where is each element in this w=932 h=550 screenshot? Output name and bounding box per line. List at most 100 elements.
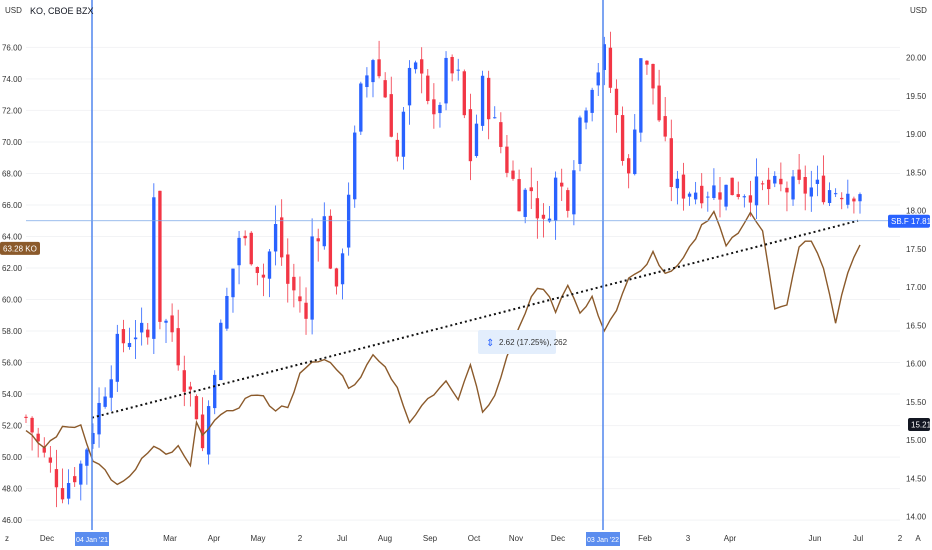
candle-body bbox=[578, 117, 582, 164]
candle-body bbox=[158, 190, 162, 322]
candle-body bbox=[590, 89, 594, 113]
spread-badge-bg bbox=[908, 418, 930, 431]
candle-body bbox=[785, 187, 789, 193]
measure-label[interactable]: ⇕ 2.62 (17.25%), 262 bbox=[478, 330, 568, 354]
candle-body bbox=[280, 217, 284, 258]
candle-body bbox=[365, 75, 369, 88]
spread-line bbox=[25, 209, 861, 486]
right-tick-label: 14.50 bbox=[906, 474, 927, 483]
x-tick-label: 2 bbox=[898, 534, 903, 543]
candle-body bbox=[840, 197, 844, 200]
right-tick-label: 18.50 bbox=[906, 168, 927, 177]
candle-body bbox=[718, 192, 722, 200]
candle-body bbox=[833, 193, 838, 195]
candle-body bbox=[724, 184, 728, 207]
x-tick-label: Sep bbox=[423, 534, 438, 543]
vertical-marker-tag bbox=[586, 532, 620, 546]
right-tick-label: 16.00 bbox=[906, 360, 927, 369]
candle-body bbox=[426, 75, 430, 102]
candle-body bbox=[444, 57, 448, 104]
left-tick-label: 52.00 bbox=[2, 422, 23, 431]
candle-body bbox=[736, 194, 740, 197]
left-tick-label: 60.00 bbox=[2, 296, 23, 305]
candle-body bbox=[115, 333, 119, 382]
candle-body bbox=[584, 110, 588, 123]
candle-body bbox=[608, 47, 613, 88]
candle-body bbox=[73, 476, 77, 483]
candle-body bbox=[316, 238, 320, 242]
candle-body bbox=[645, 60, 649, 65]
candle-body bbox=[164, 320, 168, 323]
candle-body bbox=[486, 77, 491, 120]
candle-body bbox=[639, 58, 643, 133]
candle-body bbox=[754, 176, 759, 206]
left-tick-label: 74.00 bbox=[2, 75, 23, 84]
candle-body bbox=[377, 59, 381, 77]
candle-body bbox=[237, 237, 241, 266]
left-tick-label: 58.00 bbox=[2, 327, 23, 336]
x-axis: Dec Mar Apr May 2 Jul Aug Sep Oct Nov Dec Feb 3 Apr Ju… bbox=[40, 534, 921, 543]
candle-body bbox=[791, 176, 795, 200]
candle-body bbox=[602, 44, 606, 70]
candle-body bbox=[675, 178, 680, 189]
candle-body bbox=[66, 483, 71, 499]
x-tick-label: Dec bbox=[40, 534, 54, 543]
x-tick-label: A bbox=[915, 534, 921, 543]
candle-body bbox=[139, 322, 144, 333]
settings-icon[interactable]: z bbox=[5, 534, 9, 543]
candle-body bbox=[566, 190, 570, 211]
candle-body bbox=[572, 170, 576, 215]
candle-body bbox=[206, 406, 211, 455]
x-tick-label: Jul bbox=[853, 534, 863, 543]
candle-body bbox=[462, 71, 466, 116]
left-tick-label: 76.00 bbox=[2, 43, 23, 52]
x-tick-label: 2 bbox=[298, 534, 303, 543]
candle-body bbox=[693, 192, 698, 200]
x-tick-label: Apr bbox=[208, 534, 221, 543]
vertical-markers[interactable]: 04 Jan '21 03 Jan '22 bbox=[75, 0, 620, 546]
left-tick-label: 46.00 bbox=[2, 516, 23, 525]
x-tick-label: Jul bbox=[337, 534, 347, 543]
candle-body bbox=[663, 116, 667, 137]
candle-body bbox=[340, 253, 345, 285]
candle-body bbox=[103, 396, 107, 407]
candle-body bbox=[243, 235, 247, 239]
right-tick-label: 15.50 bbox=[906, 398, 927, 407]
candle-body bbox=[438, 104, 442, 114]
candle-body bbox=[292, 276, 296, 291]
candle-body bbox=[79, 463, 83, 485]
right-unit: USD bbox=[910, 6, 927, 15]
candle-body bbox=[146, 329, 150, 338]
right-tick-label: 18.00 bbox=[906, 207, 927, 216]
candle-body bbox=[353, 132, 357, 200]
candle-body bbox=[505, 146, 509, 173]
left-tick-label: 68.00 bbox=[2, 169, 23, 178]
right-tick-label: 14.00 bbox=[906, 513, 927, 522]
candle-body bbox=[560, 182, 564, 187]
candle-body bbox=[383, 80, 387, 98]
candle-body bbox=[261, 274, 266, 278]
sbf-badge-bg bbox=[888, 214, 930, 228]
candle-body bbox=[286, 254, 290, 284]
left-tick-label: 72.00 bbox=[2, 106, 23, 115]
candle-body bbox=[767, 179, 771, 190]
candle-body bbox=[614, 88, 619, 116]
left-tick-label: 48.00 bbox=[2, 485, 23, 494]
candle-body bbox=[730, 177, 734, 196]
candle-body bbox=[809, 187, 813, 197]
candle-body bbox=[535, 198, 540, 219]
candle-body bbox=[620, 115, 625, 161]
trend-line[interactable] bbox=[91, 219, 859, 419]
candle-body bbox=[815, 179, 820, 184]
candle-body bbox=[389, 94, 393, 137]
candle-body bbox=[480, 75, 485, 126]
x-tick-label: Mar bbox=[163, 534, 177, 543]
right-axis: 20.00 19.50 19.00 18.50 18.00 17.50 17.00 16.50… bbox=[906, 54, 927, 522]
candle-body bbox=[97, 402, 101, 435]
grid bbox=[26, 46, 900, 521]
candle-body bbox=[596, 72, 600, 86]
candle-body bbox=[706, 196, 710, 198]
candle-body bbox=[36, 433, 40, 442]
candle-body bbox=[553, 177, 558, 221]
